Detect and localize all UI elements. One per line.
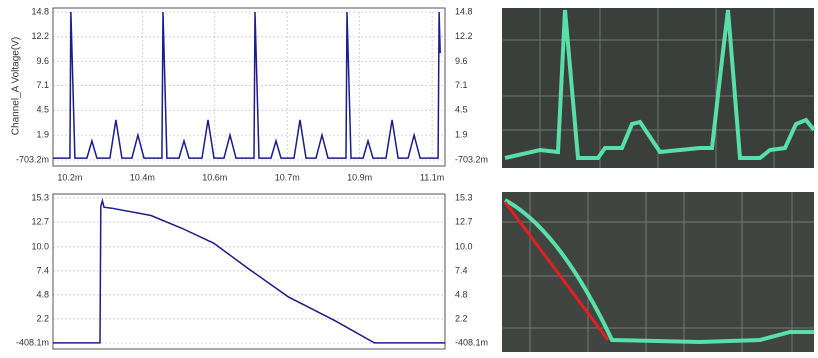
y-tick-label-right: 10.0 [455, 241, 473, 251]
y-tick-label: 15.3 [31, 192, 49, 202]
scope-photo-bottom [502, 192, 814, 352]
y-tick-label-right: 15.3 [455, 192, 473, 202]
x-tick-label: 10.9m [347, 172, 372, 182]
y-tick-label: 9.6 [36, 56, 49, 66]
y-tick-label: 12.2 [31, 31, 49, 41]
y-tick-label: 10.0 [31, 241, 49, 251]
scope-photo-top [502, 8, 816, 168]
plot-frame [52, 193, 446, 350]
y-tick-label: 1.9 [36, 130, 49, 140]
y-tick-label: 4.5 [36, 105, 49, 115]
y-axis-label: Channel_A Voltage(V) [11, 37, 22, 135]
x-tick-label: 10.4m [130, 172, 155, 182]
x-tick-label: 10.6m [202, 172, 227, 182]
y-tick-label-right: 1.9 [455, 130, 468, 140]
y-tick-label-right: 2.2 [455, 313, 468, 323]
y-tick-label: 2.2 [36, 313, 49, 323]
y-tick-label: -703.2m [16, 154, 49, 164]
y-tick-label: 7.1 [36, 80, 49, 90]
x-tick-label: 10.7m [275, 172, 300, 182]
y-tick-label-right: 12.2 [455, 31, 473, 41]
y-tick-label-right: -408.1m [455, 337, 488, 347]
y-tick-label: 4.8 [36, 289, 49, 299]
y-tick-label: 12.7 [31, 216, 49, 226]
data-line [53, 11, 441, 159]
x-tick-label: 10.2m [57, 172, 82, 182]
y-tick-label-right: 7.1 [455, 80, 468, 90]
y-tick-label-right: 4.8 [455, 289, 468, 299]
x-tick-label: 11.1m [420, 172, 444, 182]
y-tick-label-right: 7.4 [455, 265, 468, 275]
y-tick-label: 7.4 [36, 265, 49, 275]
y-tick-label-right: 12.7 [455, 216, 473, 226]
y-tick-label-right: 9.6 [455, 56, 468, 66]
y-tick-label: 14.8 [31, 6, 49, 16]
plot-frame [52, 7, 446, 167]
y-tick-label-right: 4.5 [455, 105, 468, 115]
y-tick-label-right: 14.8 [455, 6, 473, 16]
data-line [53, 197, 445, 344]
y-tick-label-right: -703.2m [455, 154, 488, 164]
y-tick-label: -408.1m [16, 337, 49, 347]
